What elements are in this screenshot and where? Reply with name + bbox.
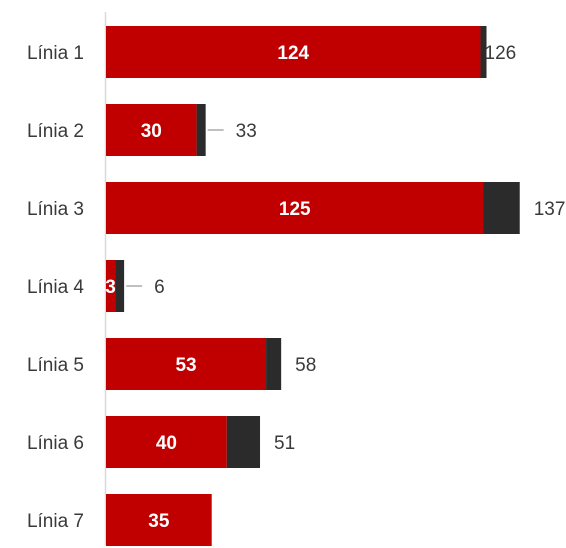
bar-segment-main — [106, 26, 481, 78]
bar-segment-extra — [483, 182, 520, 234]
category-label: Línia 1 — [27, 43, 84, 64]
bar-segment-main — [106, 182, 484, 234]
bar-total-label: 58 — [295, 355, 316, 376]
bar-total-label: 137 — [534, 199, 566, 220]
bar-segment-extra — [115, 260, 125, 312]
bar-value-label: 125 — [279, 199, 311, 220]
category-label: Línia 2 — [27, 121, 84, 142]
bar-segment-extra — [480, 26, 487, 78]
bar-segment-extra — [226, 416, 261, 468]
bar-segment-extra — [266, 338, 282, 390]
bar-segment-main — [106, 494, 212, 546]
bar-value-label: 53 — [175, 355, 196, 376]
bar-total-label: 6 — [154, 277, 165, 298]
bar-segment-main — [106, 260, 116, 312]
bar-total-label: 33 — [236, 121, 257, 142]
bar-segment-main — [106, 416, 227, 468]
bar-segment-main — [106, 338, 267, 390]
bar-value-label: 35 — [148, 511, 170, 532]
bar-total-label: 51 — [274, 433, 295, 454]
category-label: Línia 4 — [27, 277, 84, 298]
bar-value-label: 40 — [156, 433, 177, 454]
category-label: Línia 5 — [27, 355, 84, 376]
bar-value-label: 30 — [141, 121, 162, 142]
bar-segment-main — [106, 104, 197, 156]
category-label: Línia 3 — [27, 199, 84, 220]
bar-value-label: 124 — [277, 43, 309, 64]
bar-segment-extra — [196, 104, 206, 156]
bar-total-label: 126 — [485, 43, 517, 64]
category-label: Línia 7 — [27, 511, 84, 532]
bar-value-label: 3 — [105, 277, 116, 298]
category-label: Línia 6 — [27, 433, 84, 454]
